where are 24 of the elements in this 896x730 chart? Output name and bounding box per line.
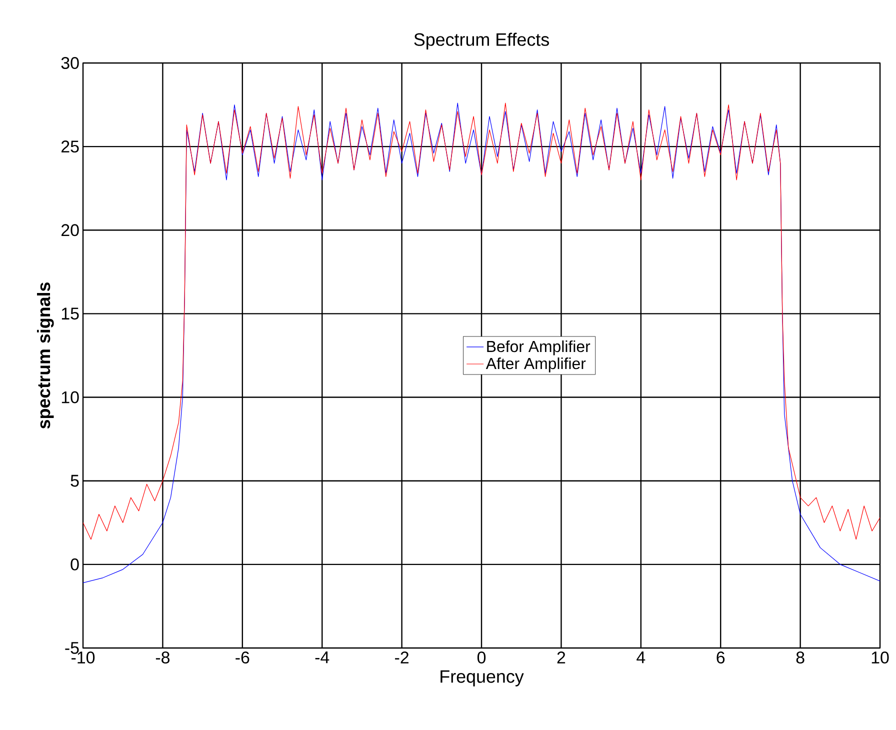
x-tick-label: 0 [477,652,486,664]
x-tick-label: 2 [557,652,566,664]
legend-label: After Amplifier [486,357,586,372]
y-tick-label: 5 [70,474,79,487]
y-tick-label: -5 [65,642,79,654]
x-tick-label: -6 [236,652,250,664]
x-tick-label: 6 [716,652,725,664]
y-tick-label: 20 [62,224,79,236]
y-tick-label: 15 [62,308,79,320]
chart-title: Spectrum Effects [414,32,549,50]
x-tick-label: 8 [796,652,804,664]
x-tick-label: 4 [636,652,646,664]
y-axis-title: spectrum signals [37,282,54,429]
x-tick-label: 10 [872,652,889,664]
x-tick-label: -8 [156,652,170,664]
x-tick-label: -10 [72,652,95,664]
y-tick-label: 10 [62,391,79,404]
x-axis-title: Frequency [440,670,524,686]
y-tick-label: 30 [61,56,79,69]
y-tick-label: 25 [62,140,79,153]
legend-label: Befor Amplifier [487,340,590,356]
x-tick-label: -2 [395,652,408,664]
y-tick-label: 0 [70,558,79,570]
x-tick-label: -4 [315,652,330,664]
